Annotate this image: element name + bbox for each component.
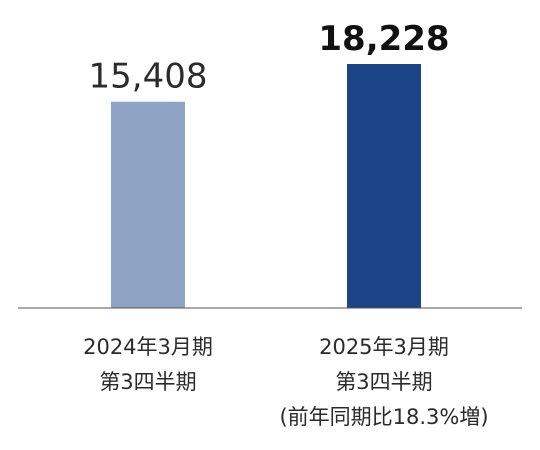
category-label-1-line-2: (前年同期比18.3%増) xyxy=(279,405,488,429)
bar-value-label-1: 18,228 xyxy=(318,19,449,59)
bar-0 xyxy=(111,101,185,308)
value-labels-layer: 15,408 18,228 xyxy=(89,19,450,97)
bars-layer xyxy=(111,64,421,308)
bar-1 xyxy=(347,64,421,308)
category-label-0-line-0: 2024年3月期 xyxy=(83,335,213,359)
bar-value-label-0: 15,408 xyxy=(89,57,208,97)
category-label-1-line-0: 2025年3月期 xyxy=(319,335,449,359)
category-label-0-line-1: 第3四半期 xyxy=(99,370,196,394)
category-label-1-line-1: 第3四半期 xyxy=(335,370,432,394)
